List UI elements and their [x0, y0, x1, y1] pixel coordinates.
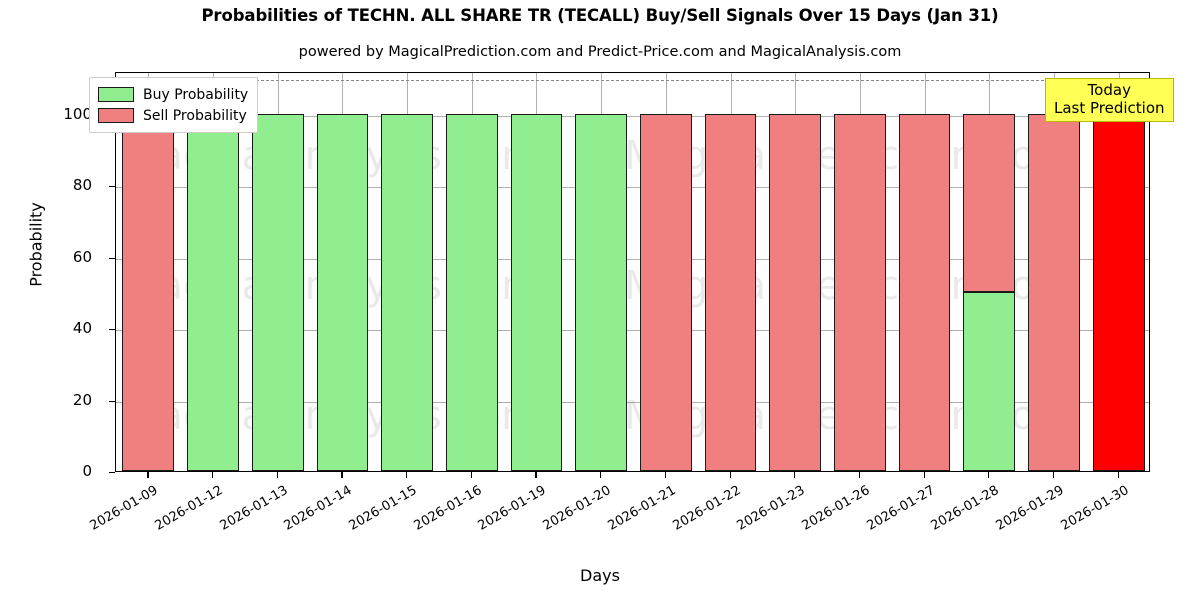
bar-group[interactable] [834, 73, 886, 471]
bar-segment-sell[interactable] [1028, 113, 1080, 471]
y-tick-mark [109, 400, 115, 402]
y-tick-mark [109, 186, 115, 188]
gridline-horizontal [116, 115, 1149, 117]
y-tick-mark [109, 472, 115, 474]
legend-label-buy: Buy Probability [143, 86, 249, 103]
bar-segment-sell[interactable] [122, 113, 175, 471]
bar-group[interactable] [769, 73, 822, 471]
x-tick-mark [341, 472, 343, 478]
y-tick-label: 0 [82, 462, 92, 480]
legend-item-sell: Sell Probability [98, 105, 248, 126]
bar-group[interactable] [381, 73, 433, 471]
x-tick-mark [470, 472, 472, 478]
bar-segment-sell[interactable] [963, 113, 1016, 293]
y-tick-label: 80 [72, 176, 92, 195]
x-tick-mark [147, 472, 149, 478]
today-label: Today [1087, 81, 1131, 99]
reference-line [116, 80, 1149, 82]
x-tick-mark [406, 472, 408, 478]
bar-group[interactable] [1092, 73, 1145, 471]
y-tick-label: 100 [63, 104, 92, 123]
gridline-horizontal [116, 258, 1149, 260]
last-prediction-label: Last Prediction [1054, 98, 1165, 117]
bar-segment-buy[interactable] [316, 113, 369, 471]
chart-legend: Buy Probability Sell Probability [89, 77, 259, 133]
bar-segment-sell[interactable] [834, 113, 886, 471]
legend-label-sell: Sell Probability [143, 107, 247, 124]
bar-segment-sell[interactable] [898, 113, 951, 471]
legend-swatch-sell-icon [98, 108, 134, 123]
x-axis-label: Days [580, 566, 620, 585]
gridline-horizontal [116, 187, 1149, 189]
x-tick-mark [212, 472, 214, 478]
bar-group[interactable] [639, 73, 692, 471]
bar-segment-buy[interactable] [381, 113, 433, 471]
bar-group[interactable] [704, 73, 757, 471]
bar-group[interactable] [575, 73, 628, 471]
legend-swatch-buy-icon [98, 87, 134, 102]
y-tick-label: 20 [72, 390, 92, 409]
bar-group[interactable] [1028, 73, 1080, 471]
y-tick-mark [109, 257, 115, 259]
y-tick-label: 40 [72, 319, 92, 338]
chart-subtitle: powered by MagicalPrediction.com and Pre… [298, 44, 902, 60]
bar-segment-buy[interactable] [963, 292, 1016, 471]
bar-segment-buy[interactable] [187, 113, 239, 471]
x-tick-mark [988, 472, 990, 478]
bar-segment-buy[interactable] [510, 113, 563, 471]
bar-group[interactable] [898, 73, 951, 471]
x-tick-mark [276, 472, 278, 478]
gridline-horizontal [116, 330, 1149, 332]
chart-title: Probabilities of TECHN. ALL SHARE TR (TE… [201, 6, 999, 25]
bar-group[interactable] [316, 73, 369, 471]
bar-group[interactable] [510, 73, 563, 471]
x-tick-mark [1117, 472, 1119, 478]
x-tick-mark [600, 472, 602, 478]
today-annotation: Today Last Prediction [1045, 78, 1174, 123]
y-tick-label: 60 [72, 247, 92, 266]
x-tick-mark [1052, 472, 1055, 478]
bar-segment-buy[interactable] [251, 113, 304, 471]
y-axis-label: Probability [26, 202, 46, 287]
bar-segment-buy[interactable] [445, 113, 498, 471]
x-tick-mark [535, 472, 537, 478]
bar-group[interactable] [963, 73, 1016, 471]
bar-segment-today[interactable] [1092, 113, 1145, 471]
x-tick-mark [923, 472, 925, 478]
bar-segment-sell[interactable] [769, 113, 822, 471]
gridline-horizontal [116, 401, 1149, 403]
x-tick-mark [729, 472, 731, 478]
x-tick-mark [858, 472, 861, 478]
bar-segment-sell[interactable] [639, 113, 692, 471]
y-tick-mark [109, 329, 115, 331]
bar-segment-sell[interactable] [704, 113, 757, 471]
bar-group[interactable] [251, 73, 304, 471]
legend-item-buy: Buy Probability [98, 84, 248, 105]
bar-segment-buy[interactable] [575, 113, 628, 471]
plot-area: MagicalAnalysis.comMagicalPrediction.com… [115, 72, 1150, 472]
x-tick-mark [664, 472, 667, 478]
bar-group[interactable] [445, 73, 498, 471]
x-tick-mark [794, 472, 796, 478]
bar-group[interactable] [122, 73, 175, 471]
bar-group[interactable] [187, 73, 239, 471]
